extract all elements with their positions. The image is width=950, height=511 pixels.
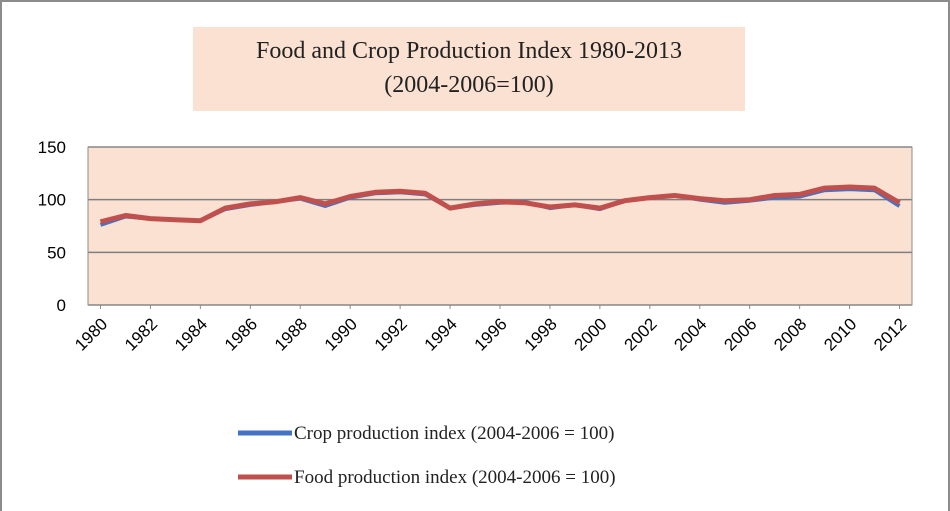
y-tick-label: 0: [57, 296, 66, 315]
y-tick-label: 50: [47, 243, 66, 262]
legend-label: Food production index (2004-2006 = 100): [294, 467, 616, 488]
y-tick-label: 100: [38, 191, 66, 210]
lines: [99, 184, 901, 227]
y-tick-label: 150: [38, 138, 66, 157]
legend-label: Crop production index (2004-2006 = 100): [294, 423, 614, 444]
chart-subtitle: (2004-2006=100): [384, 72, 554, 98]
title-box: [193, 27, 745, 111]
chart-title: Food and Crop Production Index 1980-2013: [256, 38, 682, 64]
plot-border: [87, 146, 913, 306]
plot-area: [88, 147, 912, 305]
series-line: [99, 184, 901, 225]
